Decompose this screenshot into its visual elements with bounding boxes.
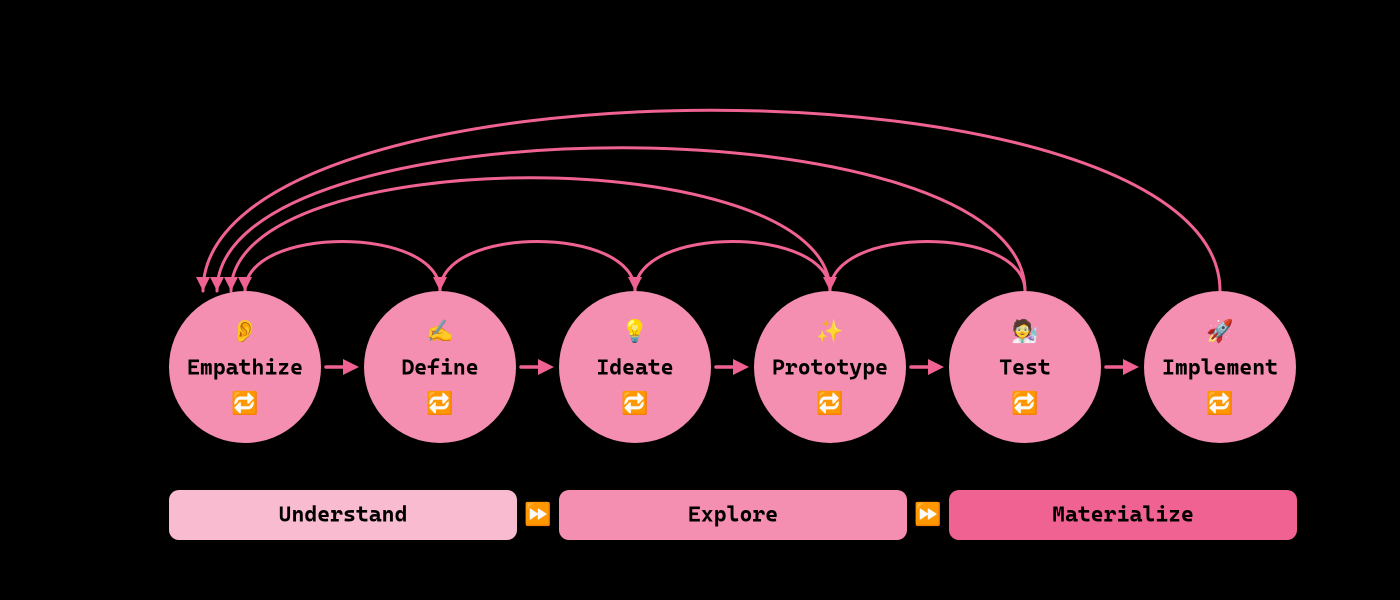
- node-ideate-label: Ideate: [596, 356, 673, 381]
- phase-explore-label: Explore: [688, 503, 778, 528]
- node-prototype: ✨ Prototype 🔁: [754, 291, 906, 443]
- phase-materialize-label: Materialize: [1052, 503, 1194, 528]
- node-empathize-emoji-icon: 👂: [231, 319, 258, 345]
- node-test-label: Test: [999, 356, 1051, 381]
- node-implement: 🚀 Implement 🔁: [1144, 291, 1296, 443]
- node-prototype-label: Prototype: [772, 356, 888, 381]
- node-ideate-emoji-icon: 💡: [621, 319, 648, 345]
- node-define-label: Define: [401, 356, 478, 381]
- node-empathize-refresh-icon: 🔁: [231, 391, 258, 417]
- node-implement-refresh-icon: 🔁: [1206, 391, 1233, 417]
- node-implement-emoji-icon: 🚀: [1206, 319, 1233, 345]
- phases-group: Understand Explore Materialize ⏩ ⏩: [169, 490, 1297, 540]
- phase-separator-icon: ⏩: [524, 502, 551, 528]
- node-empathize-label: Empathize: [187, 356, 303, 381]
- node-test: 🧑‍🔬 Test 🔁: [949, 291, 1101, 443]
- node-define-emoji-icon: ✍️: [426, 319, 453, 345]
- node-empathize: 👂 Empathize 🔁: [169, 291, 321, 443]
- node-ideate-refresh-icon: 🔁: [621, 391, 648, 417]
- phase-separator-icon: ⏩: [914, 502, 941, 528]
- node-define-refresh-icon: 🔁: [426, 391, 453, 417]
- node-test-emoji-icon: 🧑‍🔬: [1011, 318, 1038, 345]
- node-prototype-refresh-icon: 🔁: [816, 391, 843, 417]
- node-ideate: 💡 Ideate 🔁: [559, 291, 711, 443]
- phase-understand-label: Understand: [279, 503, 408, 528]
- node-implement-label: Implement: [1162, 356, 1278, 381]
- node-prototype-emoji-icon: ✨: [816, 319, 843, 345]
- node-define: ✍️ Define 🔁: [364, 291, 516, 443]
- node-test-refresh-icon: 🔁: [1011, 391, 1038, 417]
